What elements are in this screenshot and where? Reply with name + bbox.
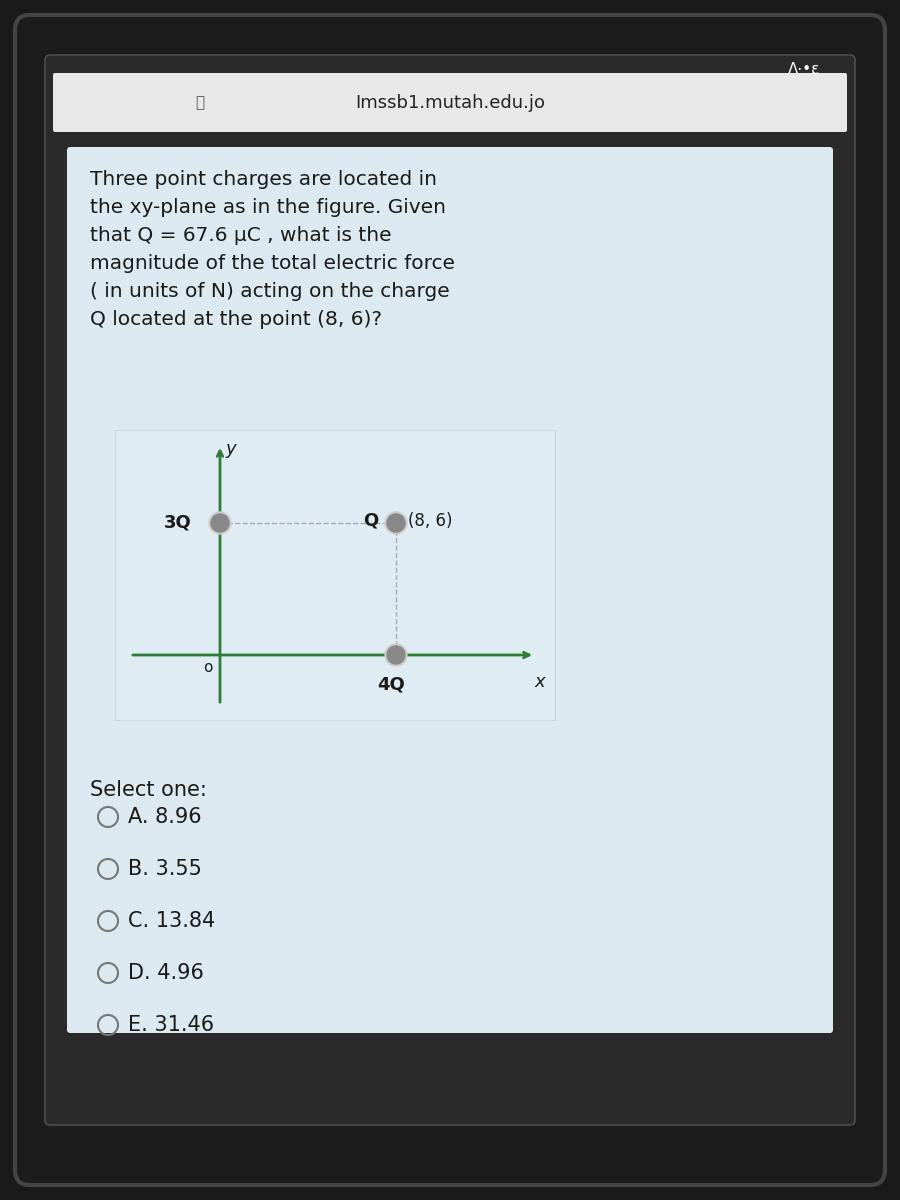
Text: x: x — [535, 673, 545, 691]
Text: Λ⋅•ε: Λ⋅•ε — [788, 62, 820, 78]
Text: Imssb1.mutah.edu.jo: Imssb1.mutah.edu.jo — [355, 94, 545, 112]
Text: B. 3.55: B. 3.55 — [128, 859, 202, 878]
FancyBboxPatch shape — [53, 73, 847, 132]
FancyBboxPatch shape — [67, 146, 833, 1033]
Circle shape — [209, 512, 231, 534]
Text: A. 8.96: A. 8.96 — [128, 806, 202, 827]
FancyBboxPatch shape — [45, 55, 855, 1126]
FancyBboxPatch shape — [115, 430, 555, 720]
Text: (8, 6): (8, 6) — [408, 512, 453, 530]
Text: y: y — [225, 440, 236, 458]
Text: ⚿: ⚿ — [195, 96, 204, 110]
Circle shape — [385, 512, 407, 534]
Text: C. 13.84: C. 13.84 — [128, 911, 215, 931]
Circle shape — [387, 514, 405, 532]
Text: D. 4.96: D. 4.96 — [128, 962, 204, 983]
Text: o: o — [203, 660, 212, 674]
Text: Three point charges are located in
the xy-plane as in the figure. Given
that Q =: Three point charges are located in the x… — [90, 170, 455, 329]
Circle shape — [385, 644, 407, 666]
FancyBboxPatch shape — [15, 14, 885, 1186]
Text: E. 31.46: E. 31.46 — [128, 1015, 214, 1034]
Text: 3Q: 3Q — [164, 514, 192, 532]
Circle shape — [211, 514, 229, 532]
Text: Select one:: Select one: — [90, 780, 207, 800]
Text: 4Q: 4Q — [377, 674, 405, 692]
Text: Q: Q — [363, 512, 378, 530]
Circle shape — [387, 646, 405, 664]
